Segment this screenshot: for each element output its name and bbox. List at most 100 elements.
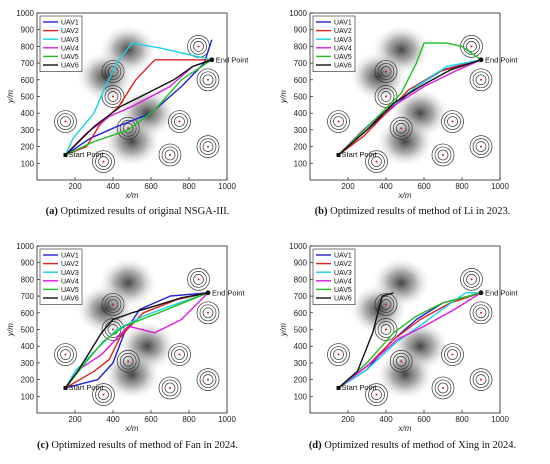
y-tick-label: 900 [294, 259, 308, 268]
threat-center [451, 353, 454, 356]
y-tick-label: 200 [21, 143, 35, 152]
threat-ring [54, 110, 77, 133]
y-tick-label: 300 [21, 359, 35, 368]
threat-ring [368, 153, 385, 170]
threat-ring [158, 376, 182, 400]
y-tick-label: 500 [294, 93, 308, 102]
threat-ring [95, 386, 112, 403]
legend-label-uav2: UAV2 [334, 261, 352, 268]
threat-center [102, 393, 105, 396]
threat-ring [161, 146, 179, 164]
x-tick-label: 800 [182, 415, 196, 424]
threat-ring [161, 379, 179, 397]
end-point-marker [478, 290, 484, 296]
threat-center [197, 278, 200, 281]
x-tick-label: 1000 [491, 182, 509, 191]
plot-area [327, 23, 493, 173]
threat-center [480, 145, 482, 148]
threat-ring [466, 41, 477, 52]
threat-ring [190, 38, 207, 55]
threat-ring [475, 307, 487, 319]
threat-center [207, 78, 209, 81]
threat-ring [333, 349, 344, 360]
threat-ring [116, 349, 140, 373]
threat-ring [202, 307, 214, 319]
y-tick-label: 900 [21, 26, 35, 35]
y-tick-label: 900 [294, 26, 308, 35]
threat-ring [199, 71, 217, 89]
threat-center [337, 353, 340, 356]
plot-area [54, 23, 220, 173]
threat-ring [174, 116, 185, 127]
threat-center [169, 153, 171, 156]
threat-ring [469, 301, 493, 325]
x-tick-label: 1000 [491, 415, 509, 424]
y-axis-label: y/m [6, 90, 15, 104]
x-axis-label: x/m [125, 424, 139, 433]
threat-ring [92, 383, 115, 406]
threat-ring [389, 116, 413, 140]
threat-ring [122, 122, 134, 134]
threat-ring [460, 268, 483, 291]
threat-ring [437, 149, 449, 161]
legend-label-uav1: UAV1 [61, 20, 79, 27]
threat-center [375, 393, 378, 396]
threat-ring [431, 376, 455, 400]
threat-ring [330, 346, 347, 363]
plot-area [54, 256, 220, 406]
series-line-uav6 [338, 59, 482, 156]
chart-panel-b: 100 200 300 400 500 600 700 800 900 1000 200 400 600… [279, 9, 518, 200]
y-tick-label: 600 [21, 309, 35, 318]
x-tick-label: 400 [379, 415, 393, 424]
threat-ring [101, 60, 125, 83]
legend-label-uav1: UAV1 [61, 253, 79, 260]
threat-center [385, 328, 387, 331]
x-tick-label: 800 [455, 182, 469, 191]
y-tick-label: 300 [294, 126, 308, 135]
threat-ring [475, 74, 487, 86]
legend-label-uav3: UAV3 [61, 37, 79, 44]
threat-ring [463, 38, 480, 55]
threat-ring [199, 304, 217, 322]
y-axis-label: y/m [279, 323, 288, 337]
threat-ring [196, 135, 220, 158]
threat-ring [434, 146, 452, 164]
legend-label-uav5: UAV5 [61, 54, 79, 61]
threat-center [169, 386, 171, 389]
threat-ring [104, 88, 122, 105]
y-tick-label: 500 [294, 326, 308, 335]
threat-center [400, 127, 403, 130]
y-axis-label: y/m [279, 90, 288, 104]
x-tick-label: 600 [144, 415, 158, 424]
threat-ring [377, 88, 395, 105]
threat-ring [333, 116, 344, 127]
threat-ring [469, 368, 493, 391]
y-tick-label: 700 [21, 59, 35, 68]
threat-ring [444, 113, 461, 130]
threat-ring [107, 299, 119, 310]
legend-label-uav6: UAV6 [61, 63, 79, 70]
x-tick-label: 400 [106, 415, 120, 424]
threat-ring [92, 150, 115, 173]
x-tick-label: 600 [417, 182, 431, 191]
legend-box [312, 15, 356, 72]
threat-center [470, 278, 473, 281]
x-tick-label: 1000 [218, 182, 236, 191]
y-tick-label: 1000 [289, 9, 307, 18]
series-line-uav6 [338, 292, 394, 389]
x-tick-label: 400 [379, 182, 393, 191]
threat-ring [475, 141, 487, 152]
y-tick-label: 300 [294, 359, 308, 368]
threat-ring [119, 119, 137, 137]
threat-center [385, 303, 387, 306]
threat-center [64, 353, 67, 356]
threat-ring [380, 324, 392, 335]
legend-label-uav4: UAV4 [334, 45, 352, 52]
threat-ring [171, 346, 188, 363]
start-point-marker [336, 385, 341, 390]
threat-center [102, 160, 105, 163]
legend-label-uav2: UAV2 [334, 28, 352, 35]
threat-center [385, 70, 387, 73]
threat-ring [447, 116, 458, 127]
